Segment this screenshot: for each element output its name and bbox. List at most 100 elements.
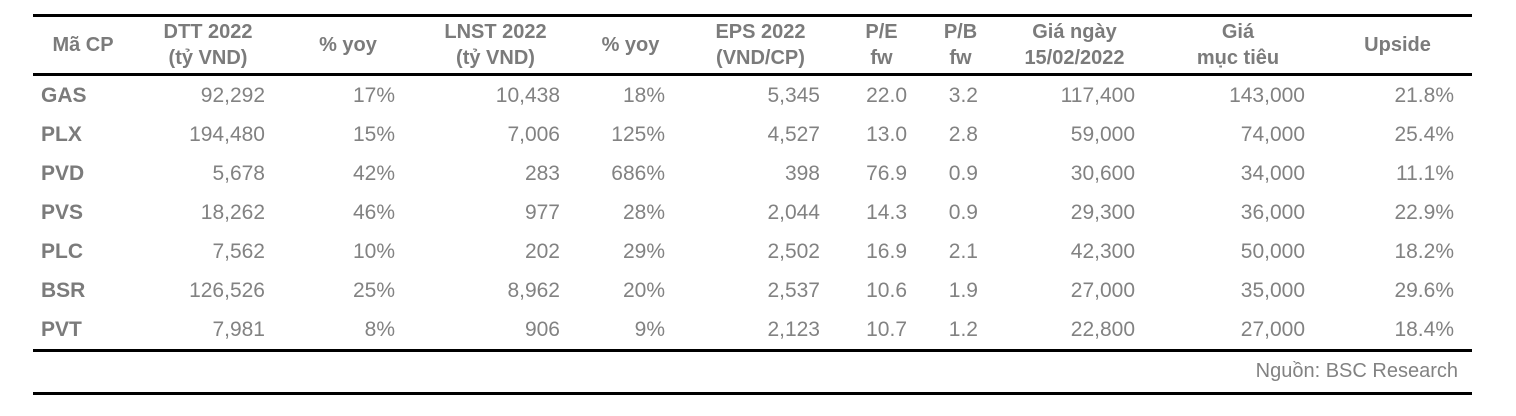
value-cell-yoy-dtt: 42% bbox=[352, 162, 395, 185]
table-row-plc: PLC 7,562 10% 202 29% 2,502 16.9 2.1 42,300 50,00… bbox=[33, 232, 1472, 271]
column-header-upside: Upside bbox=[1364, 34, 1431, 56]
value-cell-pe-fw: 13.0 bbox=[866, 123, 907, 146]
table-body: GAS 92,292 17% 10,438 18% 5,345 22.0 3.2 117,400… bbox=[33, 75, 1472, 351]
value-cell-eps-2022: 5,345 bbox=[767, 84, 820, 107]
value-cell-gia-ngay: 117,400 bbox=[1060, 84, 1135, 107]
value-cell-yoy-dtt: 10% bbox=[352, 240, 395, 263]
value-cell-yoy-dtt: 8% bbox=[364, 318, 395, 341]
value-cell-dtt-2022: 126,526 bbox=[189, 279, 265, 302]
value-cell-upside: 25.4% bbox=[1394, 123, 1454, 146]
value-cell-yoy-lnst: 18% bbox=[622, 84, 665, 107]
column-header-yoy-dtt: % yoy bbox=[319, 34, 377, 56]
column-header-dtt-2022: DTT 2022 (tỷ VND) bbox=[163, 21, 253, 69]
value-cell-yoy-dtt: 25% bbox=[352, 279, 395, 302]
column-header-gia-ngay: Giá ngày 15/02/2022 bbox=[1024, 21, 1125, 69]
value-cell-yoy-lnst: 9% bbox=[634, 318, 665, 341]
value-cell-dtt-2022: 18,262 bbox=[200, 201, 265, 224]
value-cell-gia-ngay: 30,600 bbox=[1070, 162, 1135, 185]
value-cell-eps-2022: 2,502 bbox=[767, 240, 820, 263]
value-cell-lnst-2022: 10,438 bbox=[495, 84, 560, 107]
ticker-cell: PLX bbox=[41, 123, 82, 146]
value-cell-pb-fw: 1.2 bbox=[948, 318, 978, 341]
value-cell-pb-fw: 2.8 bbox=[948, 123, 978, 146]
value-cell-dtt-2022: 194,480 bbox=[189, 123, 265, 146]
value-cell-lnst-2022: 8,962 bbox=[507, 279, 560, 302]
value-cell-upside: 11.1% bbox=[1396, 162, 1454, 185]
value-cell-gia-muc-tieu: 50,000 bbox=[1240, 240, 1305, 263]
value-cell-pe-fw: 14.3 bbox=[866, 201, 907, 224]
value-cell-upside: 29.6% bbox=[1394, 279, 1454, 302]
source-note: Nguồn: BSC Research bbox=[33, 352, 1472, 395]
value-cell-gia-ngay: 42,300 bbox=[1070, 240, 1135, 263]
table-row-pvt: PVT 7,981 8% 906 9% 2,123 10.7 1.2 22,800 27,000 1… bbox=[33, 310, 1472, 351]
table-row-pvd: PVD 5,678 42% 283 686% 398 76.9 0.9 30,600 34,000… bbox=[33, 154, 1472, 193]
value-cell-upside: 18.4% bbox=[1394, 318, 1454, 341]
value-cell-gia-muc-tieu: 143,000 bbox=[1229, 84, 1305, 107]
value-cell-eps-2022: 2,044 bbox=[767, 201, 820, 224]
value-cell-dtt-2022: 7,562 bbox=[212, 240, 265, 263]
value-cell-yoy-lnst: 28% bbox=[622, 201, 665, 224]
value-cell-yoy-lnst: 125% bbox=[611, 123, 665, 146]
value-cell-dtt-2022: 92,292 bbox=[200, 84, 265, 107]
value-cell-gia-ngay: 59,000 bbox=[1070, 123, 1135, 146]
value-cell-gia-muc-tieu: 36,000 bbox=[1240, 201, 1305, 224]
value-cell-yoy-lnst: 686% bbox=[611, 162, 665, 185]
value-cell-eps-2022: 398 bbox=[784, 162, 820, 185]
value-cell-pe-fw: 22.0 bbox=[866, 84, 907, 107]
table-row-plx: PLX 194,480 15% 7,006 125% 4,527 13.0 2.8 59,000… bbox=[33, 115, 1472, 154]
value-cell-pb-fw: 3.2 bbox=[948, 84, 978, 107]
value-cell-gia-ngay: 22,800 bbox=[1070, 318, 1135, 341]
report-page: Mã CP DTT 2022 (tỷ VND) % yoy LNST 2022 (tỷ… bbox=[33, 14, 1472, 395]
value-cell-gia-muc-tieu: 27,000 bbox=[1240, 318, 1305, 341]
ticker-cell: GAS bbox=[41, 84, 87, 107]
table-header: Mã CP DTT 2022 (tỷ VND) % yoy LNST 2022 (tỷ… bbox=[33, 16, 1472, 75]
column-header-yoy-lnst: % yoy bbox=[601, 34, 660, 56]
value-cell-upside: 21.8% bbox=[1394, 84, 1454, 107]
value-cell-gia-muc-tieu: 34,000 bbox=[1240, 162, 1305, 185]
value-cell-pe-fw: 76.9 bbox=[866, 162, 907, 185]
value-cell-pe-fw: 10.7 bbox=[866, 318, 907, 341]
value-cell-pb-fw: 0.9 bbox=[948, 162, 978, 185]
ticker-cell: BSR bbox=[41, 279, 86, 302]
value-cell-lnst-2022: 977 bbox=[524, 201, 560, 224]
table-row-pvs: PVS 18,262 46% 977 28% 2,044 14.3 0.9 29,300 36,0… bbox=[33, 193, 1472, 232]
value-cell-gia-muc-tieu: 35,000 bbox=[1240, 279, 1305, 302]
column-header-eps-2022: EPS 2022 (VND/CP) bbox=[715, 21, 806, 69]
column-header-ma-cp: Mã CP bbox=[52, 34, 114, 56]
table-row-bsr: BSR 126,526 25% 8,962 20% 2,537 10.6 1.9 27,000 3… bbox=[33, 271, 1472, 310]
table-row-gas: GAS 92,292 17% 10,438 18% 5,345 22.0 3.2 117,400… bbox=[33, 75, 1472, 116]
value-cell-yoy-lnst: 29% bbox=[622, 240, 665, 263]
value-cell-lnst-2022: 202 bbox=[524, 240, 560, 263]
value-cell-lnst-2022: 906 bbox=[524, 318, 560, 341]
value-cell-pb-fw: 1.9 bbox=[948, 279, 978, 302]
value-cell-yoy-dtt: 17% bbox=[352, 84, 395, 107]
value-cell-dtt-2022: 7,981 bbox=[212, 318, 265, 341]
column-header-pe-fw: P/E fw bbox=[865, 21, 898, 69]
value-cell-lnst-2022: 7,006 bbox=[507, 123, 560, 146]
value-cell-upside: 22.9% bbox=[1394, 201, 1454, 224]
column-header-pb-fw: P/B fw bbox=[943, 21, 978, 69]
value-cell-eps-2022: 2,123 bbox=[767, 318, 820, 341]
value-cell-pb-fw: 0.9 bbox=[948, 201, 978, 224]
value-cell-lnst-2022: 283 bbox=[524, 162, 560, 185]
value-cell-eps-2022: 4,527 bbox=[767, 123, 820, 146]
value-cell-pe-fw: 16.9 bbox=[866, 240, 907, 263]
value-cell-upside: 18.2% bbox=[1394, 240, 1454, 263]
column-header-gia-muc-tieu: Giá mục tiêu bbox=[1196, 21, 1280, 69]
ticker-cell: PLC bbox=[41, 240, 83, 263]
value-cell-pb-fw: 2.1 bbox=[948, 240, 978, 263]
value-cell-gia-ngay: 29,300 bbox=[1070, 201, 1135, 224]
header-row: Mã CP DTT 2022 (tỷ VND) % yoy LNST 2022 (tỷ… bbox=[33, 16, 1472, 75]
value-cell-yoy-dtt: 46% bbox=[352, 201, 395, 224]
value-cell-dtt-2022: 5,678 bbox=[212, 162, 265, 185]
column-header-lnst-2022: LNST 2022 (tỷ VND) bbox=[444, 21, 547, 69]
value-cell-yoy-dtt: 15% bbox=[352, 123, 395, 146]
ticker-cell: PVS bbox=[41, 201, 84, 224]
value-cell-gia-ngay: 27,000 bbox=[1070, 279, 1135, 302]
value-cell-yoy-lnst: 20% bbox=[622, 279, 665, 302]
ticker-cell: PVD bbox=[41, 162, 85, 185]
ticker-cell: PVT bbox=[41, 318, 82, 341]
value-cell-eps-2022: 2,537 bbox=[767, 279, 820, 302]
value-cell-gia-muc-tieu: 74,000 bbox=[1240, 123, 1305, 146]
stock-valuation-table: Mã CP DTT 2022 (tỷ VND) % yoy LNST 2022 (tỷ… bbox=[33, 14, 1472, 352]
